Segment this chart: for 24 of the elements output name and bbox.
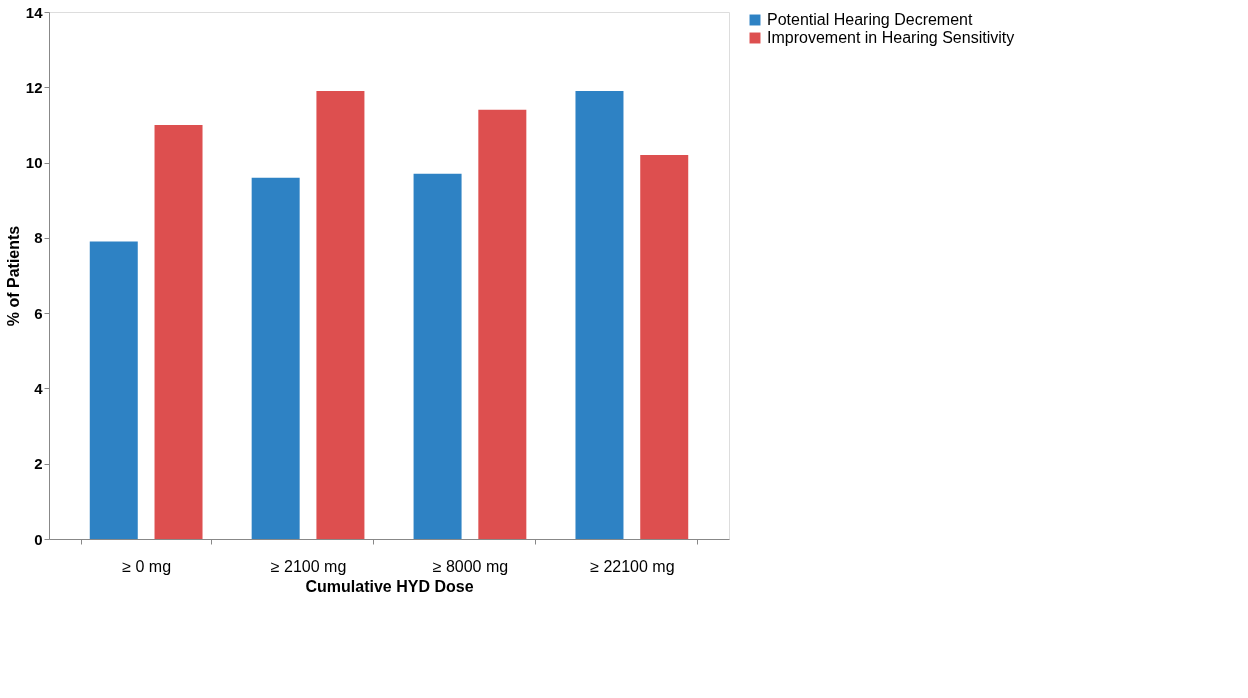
y-tick-label: 0: [34, 530, 43, 548]
x-tick-label: ≥ 8000 mg: [432, 557, 509, 575]
bar: [154, 124, 203, 539]
y-tick-label: 6: [34, 304, 43, 322]
y-tick-label: 14: [25, 3, 44, 21]
y-tick-label: 4: [34, 379, 44, 397]
x-tick-label: ≥ 2100 mg: [270, 557, 347, 575]
y-tick-label: 8: [34, 229, 43, 247]
y-tick-label: 12: [25, 78, 43, 96]
bar: [413, 173, 462, 539]
bar: [89, 241, 138, 539]
bar: [316, 91, 365, 539]
x-tick-label: ≥ 22100 mg: [590, 557, 675, 575]
bar: [640, 155, 689, 539]
x-axis-title: Cumulative HYD Dose: [305, 577, 474, 595]
bar: [251, 177, 300, 539]
bar: [478, 109, 527, 539]
legend-label: Improvement in Hearing Sensitivity: [767, 29, 1015, 46]
legend-label: Potential Hearing Decrement: [767, 11, 973, 28]
y-axis-title: % of Patients: [4, 225, 22, 327]
y-tick-label: 2: [34, 455, 43, 473]
x-tick-label: ≥ 0 mg: [122, 557, 172, 575]
bar: [575, 91, 624, 539]
y-tick-label: 10: [25, 154, 43, 172]
